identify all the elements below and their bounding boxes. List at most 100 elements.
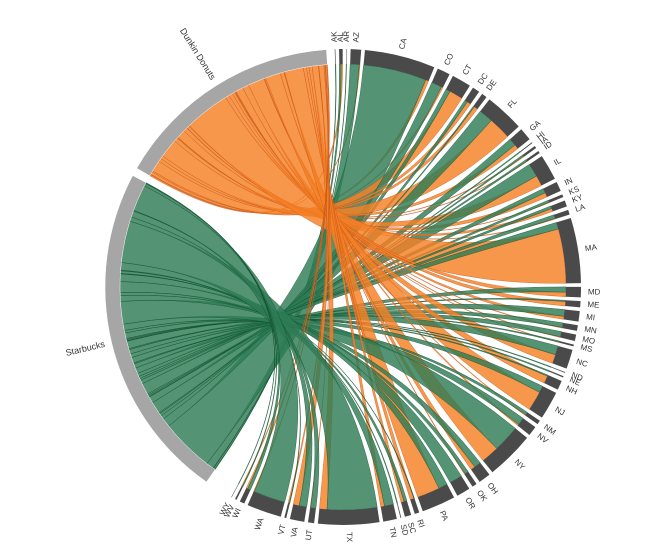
label-ca: CA xyxy=(397,37,409,51)
arc-oh xyxy=(471,462,490,482)
arc-layer xyxy=(104,49,581,526)
label-hi: HI xyxy=(535,130,547,142)
arc-nh xyxy=(544,375,562,390)
arc-la xyxy=(553,209,570,220)
arc-de xyxy=(473,93,487,110)
arc-mi xyxy=(563,309,580,322)
label-tx: TX xyxy=(345,532,354,543)
label-sd: SD xyxy=(399,523,410,536)
arc-ks xyxy=(548,194,564,203)
arc-sd xyxy=(396,503,402,518)
label-wa: WA xyxy=(253,516,266,531)
arc-dc xyxy=(464,87,480,105)
arc-in xyxy=(543,182,561,197)
arc-ma xyxy=(556,218,581,284)
arc-vt xyxy=(284,503,290,519)
arc-ne xyxy=(549,370,564,378)
arc-hi xyxy=(520,142,533,153)
ribbon-layer xyxy=(119,63,567,511)
label-ne: NE xyxy=(568,375,582,388)
label-or: OR xyxy=(463,496,477,511)
label-ct: CT xyxy=(461,63,474,77)
label-dunkin: Dunkin Donuts xyxy=(178,26,218,82)
label-mi: MI xyxy=(586,312,596,322)
label-al: AL xyxy=(336,32,345,42)
arc-az xyxy=(350,49,362,65)
arc-tx xyxy=(317,507,380,526)
arc-il xyxy=(529,156,555,186)
arc-nv xyxy=(517,418,536,435)
arc-ia xyxy=(522,146,537,157)
label-md: MD xyxy=(588,287,601,296)
label-ms: MS xyxy=(579,342,593,354)
label-vt: VT xyxy=(276,523,287,535)
arc-ut xyxy=(307,507,316,524)
label-az: AZ xyxy=(351,32,361,43)
label-pa: PA xyxy=(438,509,451,522)
arc-nc xyxy=(552,345,573,369)
label-il: IL xyxy=(552,156,563,167)
arc-wi xyxy=(239,487,251,504)
label-ri: RI xyxy=(415,518,426,528)
label-ks: KS xyxy=(567,184,580,196)
arc-or xyxy=(450,475,470,496)
label-me: ME xyxy=(587,300,600,310)
arc-ms xyxy=(558,340,574,347)
label-va: VA xyxy=(289,526,300,538)
ribbon-starbucks-wy xyxy=(145,182,276,485)
arc-va xyxy=(289,504,307,522)
label-mo: MO xyxy=(581,334,596,346)
label-nh: NH xyxy=(564,384,578,397)
arc-mn xyxy=(562,322,578,331)
label-ia: IA xyxy=(538,134,550,146)
label-id: ID xyxy=(542,139,554,151)
label-ak: AK xyxy=(330,31,339,43)
arc-ak xyxy=(334,49,336,65)
label-fl: FL xyxy=(506,97,519,110)
arc-wy xyxy=(231,483,239,498)
label-ok: OK xyxy=(475,488,489,503)
label-la: LA xyxy=(574,202,587,214)
label-mn: MN xyxy=(584,324,598,335)
arc-ct xyxy=(445,75,470,99)
label-wi: WI xyxy=(230,507,242,520)
arc-dunkin xyxy=(136,49,328,177)
arc-tn xyxy=(380,504,397,522)
arc-co xyxy=(431,68,450,88)
arc-nd xyxy=(550,366,566,373)
arc-ga xyxy=(510,129,530,149)
arc-ok xyxy=(464,471,477,487)
label-oh: OH xyxy=(485,481,500,496)
arc-ar xyxy=(346,49,347,65)
label-co: CO xyxy=(442,52,455,67)
arc-wv xyxy=(235,485,244,500)
arc-ca xyxy=(363,50,435,82)
label-tn: TN xyxy=(387,526,398,538)
arc-ri xyxy=(410,498,420,514)
arc-starbucks xyxy=(104,175,216,483)
label-nj: NJ xyxy=(553,405,566,418)
arc-md xyxy=(565,286,581,298)
arc-nj xyxy=(529,386,557,418)
arc-me xyxy=(565,300,581,308)
arc-ny xyxy=(482,428,528,473)
label-ar: AR xyxy=(342,31,351,42)
arc-nm xyxy=(525,412,540,425)
arc-fl xyxy=(480,99,519,137)
arc-id xyxy=(526,151,540,162)
label-nc: NC xyxy=(575,357,589,369)
label-ky: KY xyxy=(571,192,585,204)
label-nd: ND xyxy=(570,370,584,383)
arc-sc xyxy=(400,500,412,517)
arc-al xyxy=(339,49,343,65)
label-in: IN xyxy=(563,176,574,188)
arc-ky xyxy=(550,200,567,212)
label-ut: UT xyxy=(304,529,314,541)
label-sc: SC xyxy=(406,521,418,534)
label-starbucks: Starbucks xyxy=(65,339,107,358)
arc-wa xyxy=(247,491,285,517)
arc-pa xyxy=(417,484,455,512)
label-ny: NY xyxy=(513,457,528,472)
arc-mo xyxy=(560,331,577,341)
